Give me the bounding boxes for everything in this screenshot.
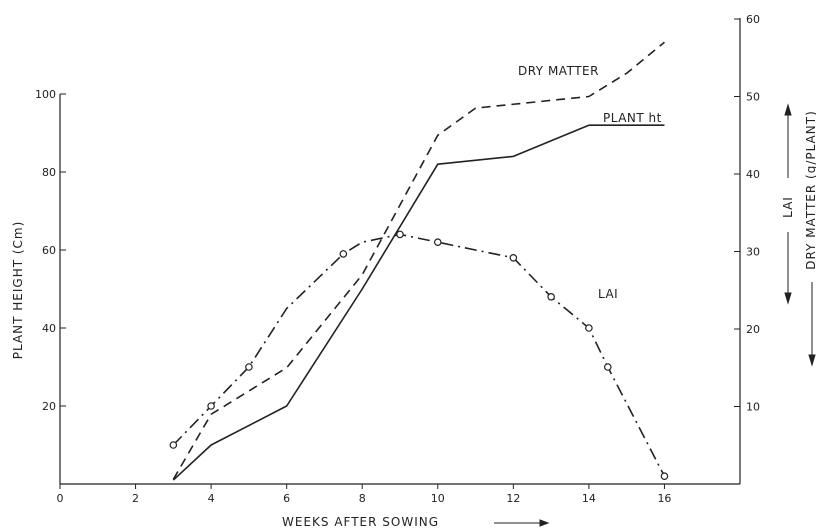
x-tick-label: 16 <box>657 492 671 505</box>
axes <box>59 18 741 485</box>
series-point-lai <box>603 363 612 371</box>
series-point-lai <box>509 253 518 262</box>
series-labels: DRY MATTER PLANT ht LAI <box>518 64 662 301</box>
series-line-plant-ht <box>172 124 665 481</box>
y-right-tick-label: 60 <box>746 13 760 26</box>
y-left-tick-label: 60 <box>42 244 56 257</box>
y-left-tick-label: 40 <box>42 322 56 335</box>
series-line-dry-matter <box>172 41 665 480</box>
ticks: 0 2 4 6 8 10 12 14 16 20 40 60 80 100 10 20 30 40 50 60 <box>35 13 760 505</box>
x-axis-arrow <box>494 519 550 527</box>
series-label-lai: LAI <box>598 287 618 301</box>
series-point-lai <box>585 324 593 332</box>
series-point-lai <box>339 250 348 258</box>
y-left-tick-label: 100 <box>35 88 56 101</box>
series-group <box>169 41 669 481</box>
series-line-lai <box>172 233 666 477</box>
lai-axis-arrows <box>784 103 792 305</box>
x-tick-label: 12 <box>506 492 520 505</box>
series-point-lai <box>433 238 442 247</box>
x-tick-label: 14 <box>582 492 596 505</box>
y-left-tick-label: 20 <box>42 400 56 413</box>
x-tick-label: 10 <box>431 492 445 505</box>
x-tick-label: 2 <box>132 492 139 505</box>
series-point-lai <box>207 402 215 410</box>
y-axis-left-label: PLANT HEIGHT (Cm) <box>11 221 25 360</box>
y-right-tick-label: 40 <box>746 168 760 181</box>
x-tick-label: 6 <box>283 492 290 505</box>
x-tick-label: 8 <box>359 492 366 505</box>
y-left-tick-label: 80 <box>42 166 56 179</box>
y-axis-right-label-dm: DRY MATTER (g/PLANT) <box>804 110 816 270</box>
series-label-dry-matter: DRY MATTER <box>518 64 599 78</box>
series-point-lai <box>660 472 669 481</box>
x-axis-label: WEEKS AFTER SOWING <box>282 515 439 529</box>
y-right-tick-label: 10 <box>746 401 760 414</box>
y-right-tick-label: 50 <box>746 91 760 104</box>
x-tick-label: 4 <box>208 492 215 505</box>
series-point-lai <box>396 230 404 239</box>
y-right-tick-label: 20 <box>746 323 760 336</box>
x-tick-label: 0 <box>57 492 64 505</box>
series-point-lai <box>169 441 178 449</box>
series-point-lai <box>245 363 253 371</box>
series-point-lai <box>547 292 555 301</box>
y-axis-right-label-lai: LAI <box>781 196 795 218</box>
dm-axis-arrows <box>808 282 816 367</box>
y-right-tick-label: 30 <box>746 246 760 259</box>
series-label-plant-ht: PLANT ht <box>603 111 662 125</box>
